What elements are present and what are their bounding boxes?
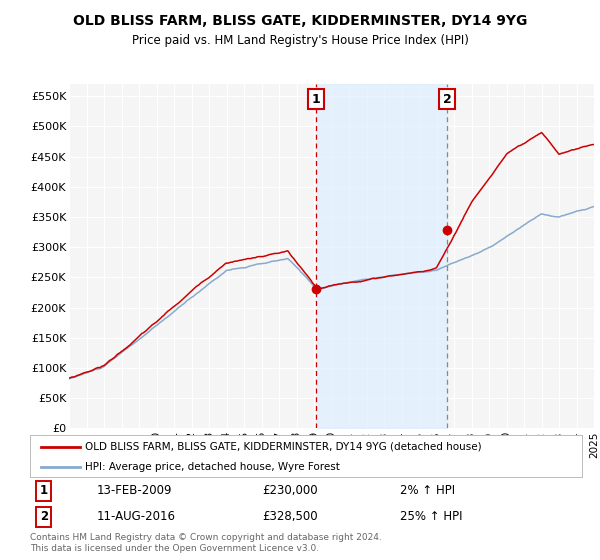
Text: 11-AUG-2016: 11-AUG-2016 [96, 510, 175, 524]
Text: Price paid vs. HM Land Registry's House Price Index (HPI): Price paid vs. HM Land Registry's House … [131, 34, 469, 46]
Text: OLD BLISS FARM, BLISS GATE, KIDDERMINSTER, DY14 9YG: OLD BLISS FARM, BLISS GATE, KIDDERMINSTE… [73, 14, 527, 28]
Text: 1: 1 [311, 92, 320, 106]
Text: 1: 1 [40, 484, 48, 497]
Text: 2: 2 [40, 510, 48, 524]
Text: 2: 2 [443, 92, 452, 106]
Text: 2% ↑ HPI: 2% ↑ HPI [400, 484, 455, 497]
Text: HPI: Average price, detached house, Wyre Forest: HPI: Average price, detached house, Wyre… [85, 461, 340, 472]
Text: OLD BLISS FARM, BLISS GATE, KIDDERMINSTER, DY14 9YG (detached house): OLD BLISS FARM, BLISS GATE, KIDDERMINSTE… [85, 442, 482, 452]
Text: £230,000: £230,000 [262, 484, 317, 497]
Text: Contains HM Land Registry data © Crown copyright and database right 2024.
This d: Contains HM Land Registry data © Crown c… [30, 533, 382, 553]
Text: 13-FEB-2009: 13-FEB-2009 [96, 484, 172, 497]
Text: £328,500: £328,500 [262, 510, 317, 524]
Text: 25% ↑ HPI: 25% ↑ HPI [400, 510, 463, 524]
